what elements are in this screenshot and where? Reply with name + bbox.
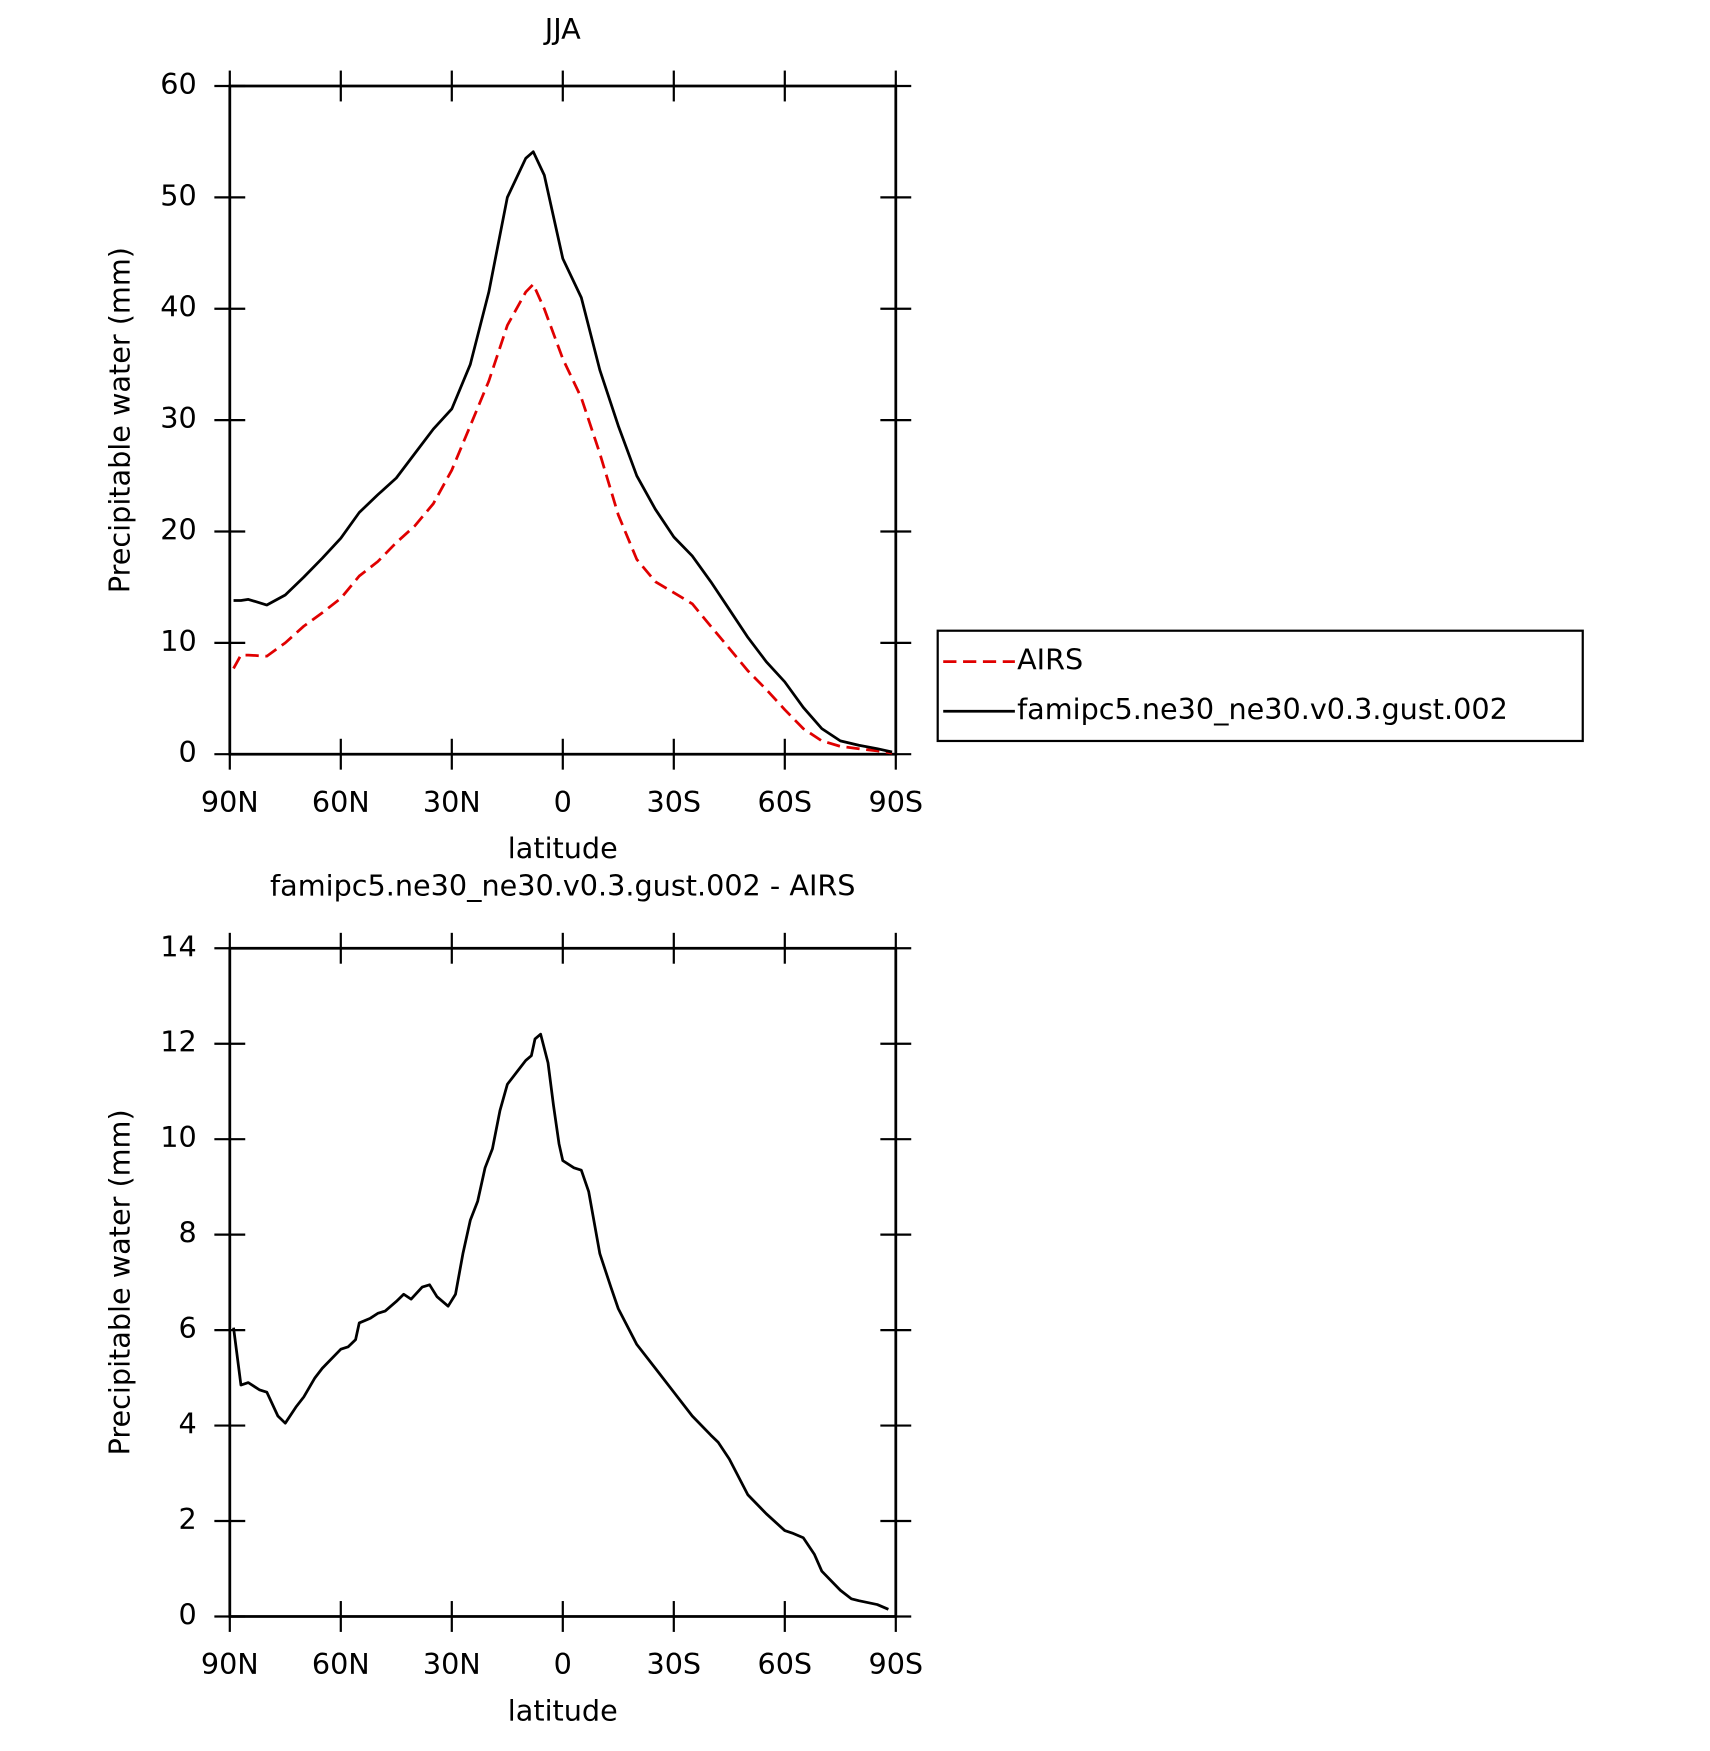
data-line (232, 1032, 889, 1611)
y-axis-label: Precipitable water (mm) (103, 247, 137, 593)
y-tick-label: 60 (160, 67, 196, 101)
plot-frame (228, 946, 898, 1618)
x-tick-label: 60N (312, 1647, 370, 1681)
chart-title: famipc5.ne30_ne30.v0.3.gust.002 - AIRS (270, 869, 855, 903)
y-tick-label: 4 (178, 1407, 196, 1441)
x-tick-label: 90S (868, 785, 923, 819)
x-tick-label: 30N (423, 1647, 481, 1681)
x-tick-label: 0 (554, 785, 572, 819)
y-tick-label: 14 (160, 929, 196, 963)
x-tick-label: 60S (757, 1647, 812, 1681)
x-axis-label: latitude (508, 1693, 618, 1727)
y-tick-label: 2 (178, 1502, 196, 1536)
y-tick-label: 6 (178, 1311, 196, 1345)
y-tick-label: 40 (160, 290, 196, 324)
plot-frame (228, 84, 898, 756)
data-line (233, 150, 893, 754)
x-tick-label: 90N (201, 1647, 259, 1681)
y-axis-label: Precipitable water (mm) (103, 1109, 137, 1455)
y-tick-label: 12 (160, 1025, 196, 1059)
x-tick-label: 60S (757, 785, 812, 819)
x-tick-label: 60N (312, 785, 370, 819)
x-tick-label: 30N (423, 785, 481, 819)
x-tick-label: 0 (554, 1647, 572, 1681)
legend-box (936, 629, 1584, 743)
data-line (232, 282, 893, 755)
x-tick-label: 30S (646, 785, 701, 819)
chart-title: JJA (543, 12, 581, 46)
y-tick-label: 0 (178, 735, 196, 769)
legend-label: famipc5.ne30_ne30.v0.3.gust.002 (1017, 692, 1508, 726)
y-tick-label: 50 (160, 178, 196, 212)
y-tick-label: 0 (178, 1597, 196, 1631)
y-tick-label: 8 (178, 1216, 196, 1250)
x-tick-label: 90N (201, 785, 259, 819)
legend-label: AIRS (1017, 643, 1083, 677)
x-tick-label: 30S (646, 1647, 701, 1681)
y-tick-label: 20 (160, 512, 196, 546)
x-tick-label: 90S (868, 1647, 923, 1681)
y-tick-label: 10 (160, 624, 196, 658)
y-tick-label: 30 (160, 401, 196, 435)
y-tick-label: 10 (160, 1120, 196, 1154)
x-axis-label: latitude (508, 831, 618, 865)
